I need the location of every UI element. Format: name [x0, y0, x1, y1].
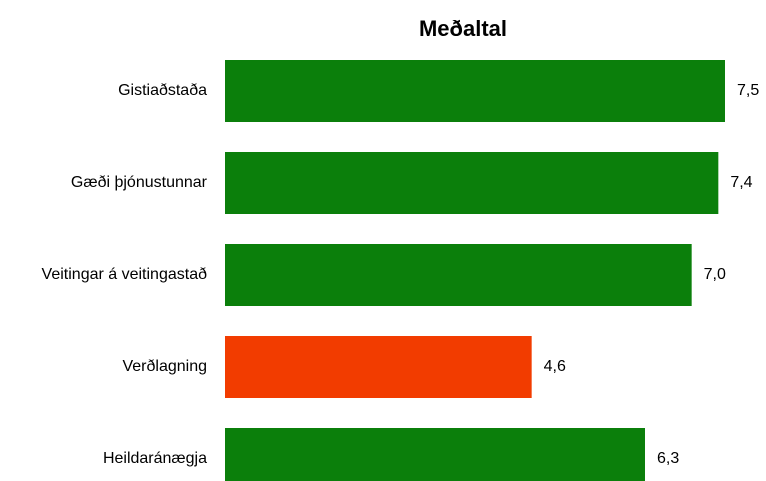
value-label: 6,3 [657, 450, 679, 467]
category-label: Heildaránægja [103, 450, 207, 467]
chart-title: Meðaltal [419, 16, 507, 41]
category-label: Gæði þjónustunnar [71, 174, 208, 191]
category-label: Gistiaðstaða [118, 82, 207, 99]
value-label: 4,6 [544, 358, 566, 375]
category-label: Veitingar á veitingastað [42, 266, 208, 283]
bar [225, 244, 692, 306]
bar [225, 152, 719, 214]
category-label: Verðlagning [122, 358, 207, 375]
value-label: 7,5 [737, 82, 759, 99]
value-label: 7,0 [704, 266, 726, 283]
bar [225, 428, 645, 481]
bar [225, 336, 532, 398]
bar [225, 60, 725, 122]
value-label: 7,4 [730, 174, 752, 191]
